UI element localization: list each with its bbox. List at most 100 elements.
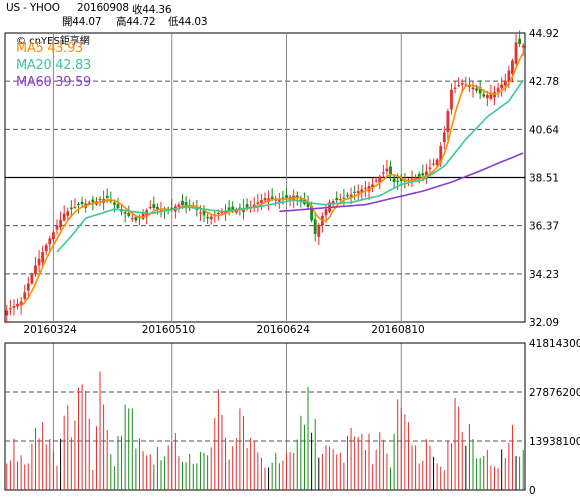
- candle-body: [428, 167, 432, 169]
- candle-body: [209, 216, 213, 220]
- x-tick-label: 20160324: [23, 324, 77, 336]
- candle-body: [511, 60, 514, 75]
- candle-body: [112, 202, 116, 205]
- candle-body: [37, 258, 41, 266]
- candle-body: [439, 146, 443, 163]
- candle-body: [216, 213, 220, 215]
- candle-body: [306, 201, 310, 207]
- candle-body: [148, 206, 152, 209]
- candle-body: [34, 265, 37, 275]
- candle-body: [66, 211, 70, 216]
- candle-body: [48, 238, 52, 245]
- candle-body: [450, 89, 453, 110]
- volume-tick-label: 41814300: [529, 338, 580, 350]
- candle-body: [98, 199, 102, 201]
- candle-body: [342, 197, 346, 199]
- candle-body: [5, 310, 9, 316]
- candle-body: [371, 184, 374, 188]
- candle-body: [518, 38, 522, 45]
- candle-body: [55, 226, 59, 230]
- candle-body: [485, 95, 489, 99]
- candle-body: [489, 93, 493, 99]
- candle-body: [227, 207, 231, 211]
- x-tick-label: 20160510: [142, 324, 195, 336]
- candle-body: [12, 306, 16, 308]
- candle-body: [442, 132, 446, 143]
- candle-body: [507, 70, 511, 83]
- candle-body: [453, 87, 457, 89]
- candle-body: [156, 206, 159, 210]
- candle-body: [19, 301, 23, 306]
- candle-body: [224, 210, 227, 214]
- candle-body: [475, 88, 478, 91]
- candle-body: [478, 87, 482, 94]
- candle-body: [109, 200, 113, 202]
- candle-body: [299, 199, 303, 202]
- candle-body: [59, 219, 62, 228]
- y-tick-label: 44.92: [529, 28, 559, 40]
- candle-body: [105, 195, 109, 198]
- candle-body: [417, 173, 421, 177]
- candle-body: [80, 201, 84, 205]
- candle-body: [317, 224, 321, 237]
- candle-body: [338, 199, 342, 201]
- candle-body: [324, 209, 328, 216]
- y-tick-label: 40.64: [529, 124, 559, 136]
- candle-body: [256, 202, 260, 204]
- y-tick-label: 36.37: [529, 221, 559, 233]
- header-symbol: US - YHOO: [6, 2, 60, 14]
- candle-body: [335, 197, 339, 201]
- candle-body: [127, 213, 131, 216]
- candle-body: [26, 283, 30, 291]
- candle-body: [457, 85, 461, 87]
- price-panel: 44.92 42.78 40.64 38.51 36.37 34.23 32.09 20160…: [4, 28, 559, 336]
- candle-body: [16, 303, 19, 307]
- candle-body: [199, 212, 202, 214]
- candle-body: [364, 187, 367, 189]
- candle-body: [245, 204, 249, 208]
- candle-body: [184, 201, 188, 206]
- y-tick-label: 38.51: [529, 173, 559, 185]
- candle-body: [396, 180, 400, 182]
- volume-panel: 41814300 27876200 13938100 0: [4, 338, 580, 497]
- x-tick-label: 20160624: [257, 324, 311, 336]
- candle-body: [281, 197, 285, 200]
- candle-body: [238, 207, 242, 209]
- y-tick-label: 34.23: [529, 269, 559, 281]
- candle-body: [482, 94, 486, 97]
- ma60-line: [279, 152, 524, 213]
- legend-ma60: MA60 39.59: [16, 75, 92, 90]
- header-open: 開44.07: [62, 16, 102, 28]
- candle-body: [285, 195, 288, 198]
- candle-body: [277, 200, 281, 202]
- candle-body: [177, 204, 181, 207]
- candle-body: [52, 232, 55, 240]
- candle-body: [410, 178, 414, 180]
- volume-tick-label: 0: [529, 485, 536, 497]
- candle-body: [500, 84, 504, 89]
- legend-ma5: MA5 43.93: [16, 41, 84, 56]
- candle-body: [435, 159, 439, 165]
- candle-body: [116, 204, 120, 209]
- volume-tick-label: 13938100: [529, 436, 580, 448]
- candle-body: [41, 251, 45, 263]
- candle-body: [30, 274, 34, 284]
- candle-body: [378, 176, 382, 183]
- candle-body: [353, 191, 357, 193]
- candle-body: [202, 209, 206, 216]
- candle-body: [514, 42, 518, 64]
- candle-body: [381, 172, 385, 174]
- candle-body: [468, 86, 471, 88]
- header-close: 收44.36: [132, 4, 172, 16]
- candle-body: [356, 191, 360, 194]
- candle-body: [270, 196, 274, 200]
- y-tick-label: 42.78: [529, 76, 559, 88]
- candle-body: [392, 178, 396, 183]
- header-date: 20160908: [77, 2, 129, 14]
- x-tick-label: 20160810: [371, 324, 424, 336]
- candle-body: [460, 83, 464, 85]
- candle-body: [181, 200, 184, 206]
- header-high: 高44.72: [116, 16, 156, 28]
- candle-body: [69, 207, 73, 210]
